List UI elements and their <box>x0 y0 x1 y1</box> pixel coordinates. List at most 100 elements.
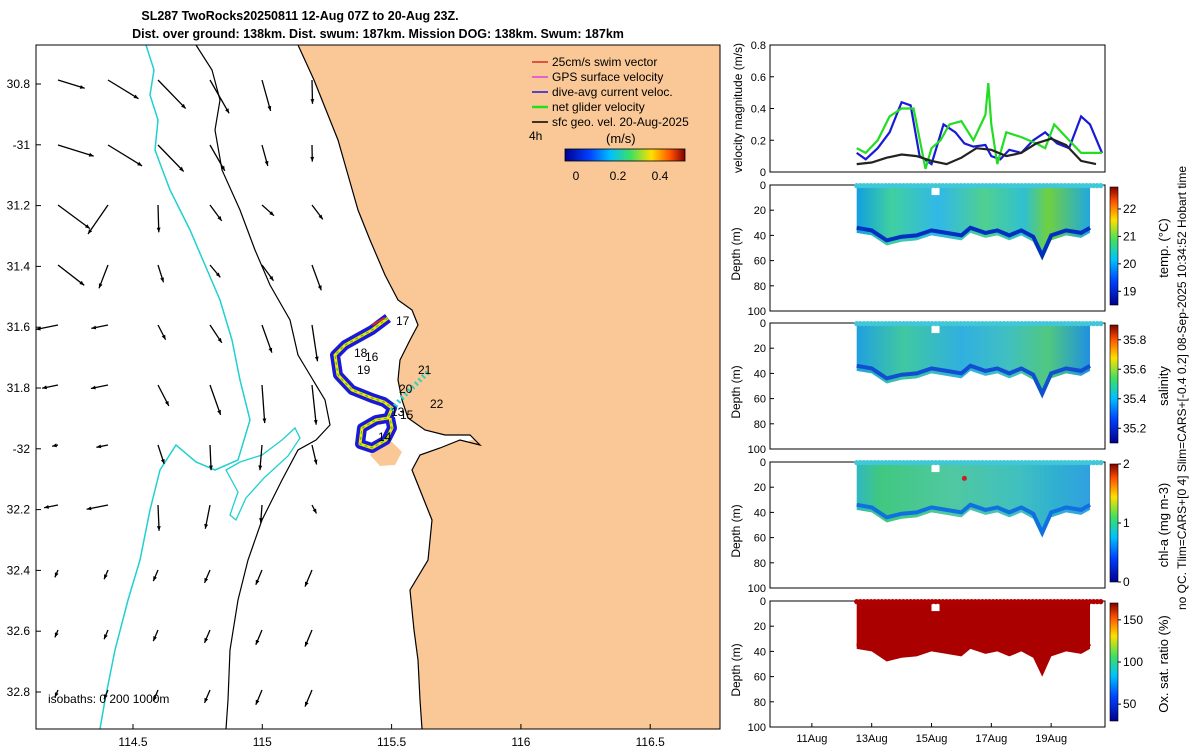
velocity-yticks: 0 0.2 0.4 0.6 0.8 <box>751 40 774 179</box>
geo-arrow-head <box>215 272 221 278</box>
surface-sample <box>1008 599 1014 605</box>
section-colorbar <box>1109 463 1119 583</box>
geo-arrow-shaft <box>209 144 226 172</box>
surface-sample <box>890 321 896 327</box>
isobath-200m <box>195 44 331 730</box>
surface-sample <box>958 599 964 605</box>
surface-sample <box>1065 183 1072 189</box>
surface-sample <box>1062 183 1068 189</box>
geo-arrow-head <box>161 334 166 340</box>
surface-sample <box>857 460 863 466</box>
surface-sample <box>1030 183 1036 189</box>
surface-sample <box>965 183 971 189</box>
depth-axis-label: Depth (m) <box>729 227 743 280</box>
section-chla: 0 20 40 60 80 100 Depth (m) 0 1 2 chl-a (mg m-3) <box>729 457 1171 595</box>
depth-tick-label: 20 <box>754 482 766 494</box>
surface-sample <box>879 183 885 189</box>
surface-sample <box>1026 460 1032 466</box>
surface-sample <box>1008 321 1014 327</box>
surface-sample <box>861 460 867 466</box>
surface-sample <box>1087 183 1093 189</box>
legend-label-net: net glider velocity <box>552 100 645 114</box>
surface-sample <box>868 460 874 466</box>
section-colorbar <box>1109 324 1119 444</box>
glider-track <box>330 314 430 453</box>
depth-tick-label: 80 <box>754 419 766 431</box>
isobath-1000m-loop <box>225 426 301 522</box>
waypoint-19: 19 <box>357 363 371 377</box>
date-tick-label: 19Aug <box>1035 733 1067 745</box>
section-oxsat: 0 20 40 60 80 100 Depth (m) 50 100 150 Ox. sat. ra… <box>729 596 1171 734</box>
surface-sample <box>1091 321 1097 327</box>
velocity-series <box>856 83 1104 170</box>
coastline <box>297 44 482 730</box>
geo-arrow-shaft <box>209 384 222 416</box>
surface-sample <box>1037 599 1043 605</box>
surface-sample <box>1069 599 1075 605</box>
surface-sample <box>936 460 942 466</box>
surface-sample <box>976 321 982 327</box>
surface-sample <box>1091 599 1097 605</box>
section-data-gap <box>931 601 940 612</box>
depth-tick-label: 0 <box>760 457 766 469</box>
surface-sample <box>1026 599 1032 605</box>
section-colorbar <box>1109 186 1119 306</box>
geo-arrow-head <box>153 576 157 582</box>
depth-tick-label: 20 <box>754 343 766 355</box>
geo-arrow-head <box>104 694 108 700</box>
surface-sample <box>1026 321 1032 327</box>
geo-arrow-head <box>85 224 90 229</box>
surface-sample <box>1037 460 1043 466</box>
surface-sample <box>1001 321 1007 327</box>
surface-sample <box>979 183 986 189</box>
surface-sample <box>994 183 1000 189</box>
surface-sample <box>922 460 928 466</box>
surface-sample <box>1040 321 1046 327</box>
geo-arrow-head <box>305 581 309 587</box>
depth-tick-label: 80 <box>754 697 766 709</box>
surface-sample <box>854 321 860 327</box>
surface-sample <box>1044 183 1050 189</box>
lat-tick-label: 31.2 <box>7 199 31 213</box>
geo-arrow-head <box>153 636 157 642</box>
depth-tick-label: 60 <box>754 394 766 406</box>
surface-sample <box>1012 599 1018 605</box>
geo-arrow-head <box>314 356 319 362</box>
surface-sample <box>1094 599 1100 605</box>
depth-tick-label: 40 <box>754 368 766 380</box>
legend-label-geo: sfc geo. vel. 20-Aug-2025 <box>552 115 689 129</box>
geo-arrow-head <box>88 229 93 234</box>
surface-sample <box>893 321 899 327</box>
geo-arrow-head <box>264 160 269 166</box>
geo-velocity-arrows <box>35 79 324 707</box>
colorbar-tick-label: 19 <box>1123 284 1137 298</box>
colorbar-tick-label: 35.2 <box>1123 421 1147 435</box>
surface-sample <box>900 599 907 605</box>
surface-sample <box>925 599 932 605</box>
surface-sample <box>943 183 950 189</box>
coastal-inlet-land <box>455 438 492 460</box>
surface-sample <box>1022 599 1028 605</box>
geo-arrow-head <box>179 166 184 172</box>
surface-sample <box>969 599 975 605</box>
colorbar-title: (m/s) <box>606 131 636 146</box>
legend-label-current: dive-avg current veloc. <box>552 85 673 99</box>
lon-tick-label: 115.5 <box>377 735 406 749</box>
velocity-ytick-label: 0.2 <box>751 135 766 147</box>
surface-sample <box>886 460 892 466</box>
surface-sample <box>990 460 996 466</box>
lat-tick-label: 31.4 <box>7 259 31 273</box>
lat-tick-label: -31 <box>13 138 31 152</box>
surface-sample <box>1080 321 1086 327</box>
surface-sample <box>872 599 878 605</box>
geo-arrow-head <box>137 161 143 166</box>
surface-sample <box>976 460 982 466</box>
depth-tick-label: 80 <box>754 558 766 570</box>
geo-arrow-head <box>269 211 274 216</box>
colorbar-label-salinity: salinity <box>1156 366 1171 406</box>
geo-arrow-head <box>262 418 267 424</box>
surface-sample <box>1098 599 1104 605</box>
geo-arrow-head <box>317 285 322 291</box>
surface-sample <box>1069 183 1075 189</box>
surface-sample <box>969 183 975 189</box>
